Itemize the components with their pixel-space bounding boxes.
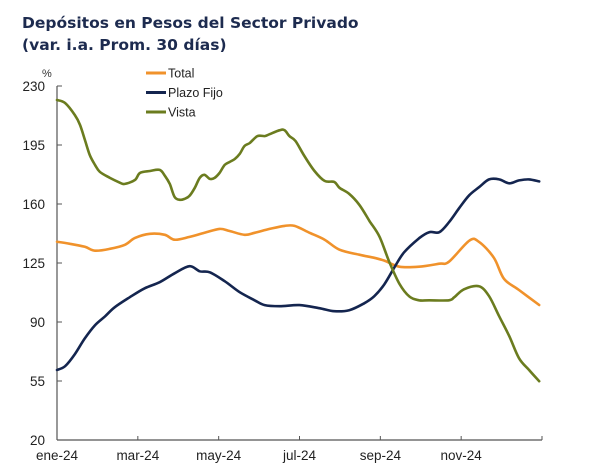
x-tick-label: mar-24 [116,448,159,463]
legend: Total Plazo Fijo Vista [146,67,223,120]
chart-title-line1: Depósitos en Pesos del Sector Privado [22,14,359,32]
x-tick-label: may-24 [196,448,242,463]
x-tick-label: sep-24 [360,448,402,463]
y-axis-unit-label: % [42,68,52,80]
y-tick-label: 55 [30,374,45,389]
legend-label-total: Total [168,67,194,81]
x-tick-label: jul-24 [282,448,317,463]
chart-subtitle: (var. i.a. Prom. 30 días) [22,36,227,54]
axes: 20 55 90 125 160 195 230 ene-24 mar-24 may-24 jul-… [22,79,543,463]
y-tick-label: 160 [22,197,45,212]
legend-label-plazo-fijo: Plazo Fijo [168,86,223,100]
y-tick-label: 230 [22,79,45,94]
series-line-plazo-fijo [55,177,541,372]
chart-title: Depósitos en Pesos del Sector Privado (v… [22,12,359,56]
y-tick-label: 20 [30,433,45,448]
series-line-total [55,223,541,307]
x-tick-label: ene-24 [36,448,79,463]
y-tick-label: 195 [22,138,45,153]
series-layer [55,98,541,383]
series-line-vista [55,98,541,383]
legend-label-vista: Vista [168,106,196,120]
y-tick-label: 90 [30,315,45,330]
x-tick-label: nov-24 [441,448,483,463]
y-tick-label: 125 [22,256,45,271]
